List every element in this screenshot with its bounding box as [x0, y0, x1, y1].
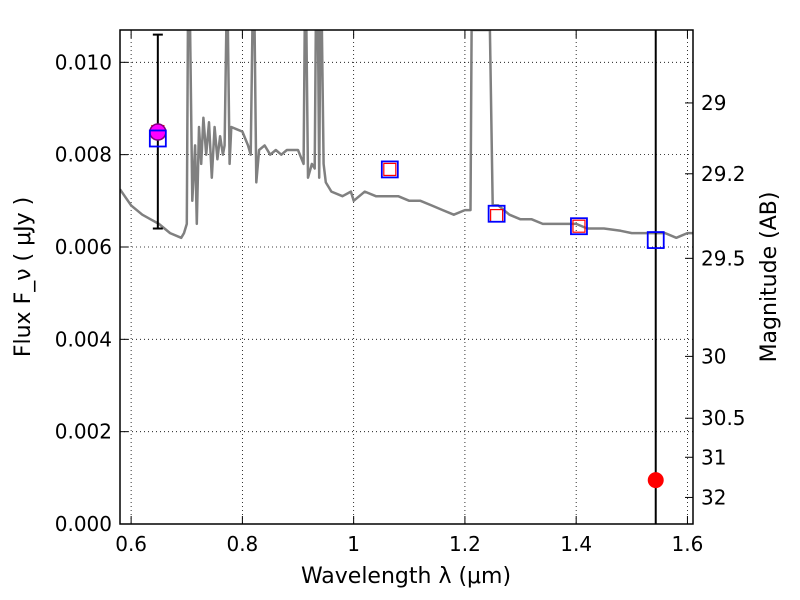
- plot-frame: [119, 29, 694, 525]
- x-tick-label: 1.2: [449, 532, 481, 556]
- model-photometry-blue-square: [646, 231, 665, 249]
- x-tick-label: 0.8: [226, 532, 258, 556]
- x-tick-label: 1: [347, 532, 360, 556]
- y-right-tick-label: 29: [701, 91, 726, 115]
- y-tick-label: 0.002: [55, 420, 112, 444]
- y-right-tick-label: 29.2: [701, 162, 746, 186]
- plot-content: [120, 30, 693, 524]
- x-tick-label: 1.4: [560, 532, 592, 556]
- y-tick-label: 0.000: [55, 512, 112, 536]
- markers: [148, 33, 665, 489]
- y-tick-label: 0.004: [55, 327, 112, 351]
- y-tick-label: 0.008: [55, 143, 112, 167]
- ticks: 0.6 0.8 1 1.2 1.4 1.6 0.000 0.002 0.004 0.006 0.00…: [55, 30, 746, 556]
- model-spectrum-line: [120, 30, 693, 240]
- y-axis-right-label: Magnitude (AB): [757, 192, 782, 363]
- detection-point: [149, 123, 167, 141]
- model-photometry-blue-square: [487, 204, 506, 223]
- y-tick-label: 0.010: [55, 50, 112, 74]
- y-right-tick-label: 32: [701, 485, 726, 509]
- upper-limit-point: [647, 472, 664, 489]
- y-axis-label: Flux F_ν ( μJy ): [11, 197, 36, 357]
- x-tick-label: 0.6: [115, 532, 147, 556]
- model-photometry-red-square: [572, 219, 586, 233]
- model-photometry-blue-square: [380, 160, 399, 179]
- y-right-tick-label: 29.5: [701, 246, 746, 270]
- x-tick-label: 1.6: [672, 532, 704, 556]
- y-right-tick-label: 30: [701, 344, 726, 368]
- y-right-tick-label: 30.5: [701, 406, 746, 430]
- x-axis-label: Wavelength λ (μm): [301, 564, 511, 589]
- y-right-tick-label: 31: [701, 445, 726, 469]
- model-photometry-blue-square: [148, 129, 167, 148]
- model-photometry-red-square: [383, 162, 397, 177]
- y-tick-label: 0.006: [55, 235, 112, 259]
- plot-background: [120, 30, 693, 524]
- model-photometry-blue-square: [570, 217, 588, 236]
